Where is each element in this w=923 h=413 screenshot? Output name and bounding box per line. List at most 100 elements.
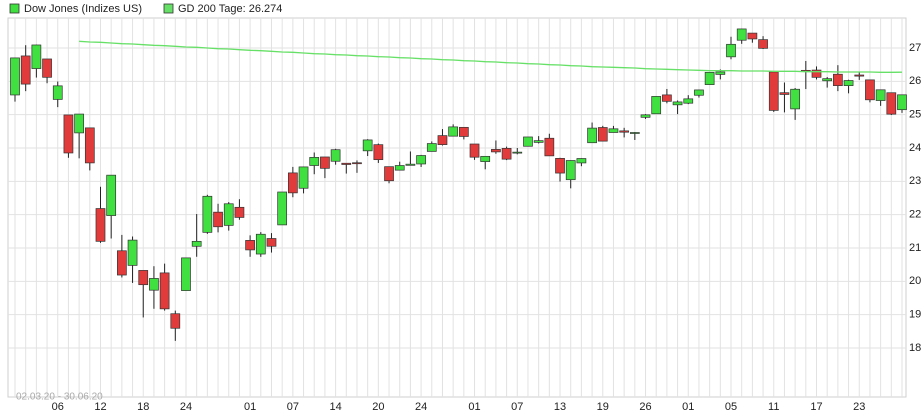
candle-body <box>608 128 619 133</box>
candle-body <box>726 43 736 58</box>
candle-body <box>159 272 170 310</box>
candle-body <box>10 57 20 96</box>
y-tick-label: 26 <box>909 75 921 87</box>
candle-body <box>426 143 437 152</box>
labels-layer: 18 19 20 21 22 23 24 25 26 27 06 12 18 24 01 07 14 20 24 01… <box>52 42 922 413</box>
candle-body <box>704 71 715 85</box>
candle-body <box>181 257 191 291</box>
candle-body <box>42 58 52 78</box>
candle-body <box>416 155 426 165</box>
candle-body <box>736 28 747 41</box>
candle-body <box>694 89 704 96</box>
x-tick-label: 18 <box>137 401 149 413</box>
candle-body <box>768 71 779 111</box>
x-tick-label: 13 <box>554 401 566 413</box>
candle-body <box>854 74 865 77</box>
candle-body <box>897 94 907 111</box>
average-line <box>79 40 903 73</box>
legend-swatch <box>163 3 174 14</box>
candle-body <box>672 101 683 106</box>
candle-body <box>683 98 694 104</box>
candle-body <box>533 140 544 143</box>
candle-body <box>74 113 84 134</box>
candle-body <box>117 250 127 276</box>
candle-body <box>576 158 587 164</box>
x-tick-label: 01 <box>468 401 480 413</box>
candle-body <box>84 127 95 164</box>
candle-body <box>63 114 74 154</box>
candle-body <box>544 137 555 157</box>
candle-body <box>480 155 491 162</box>
candle-body <box>341 162 352 165</box>
candle-body <box>597 127 608 142</box>
x-tick-label: 14 <box>329 401 341 413</box>
y-tick-label: 25 <box>909 109 921 121</box>
candle-body <box>245 240 255 251</box>
y-tick-label: 18 <box>909 342 921 354</box>
candle-body <box>747 32 758 40</box>
candle-body <box>790 88 800 110</box>
candle-body <box>362 139 373 152</box>
candle-body <box>234 206 245 218</box>
candle-body <box>651 96 662 115</box>
candle-body <box>127 239 138 266</box>
candle-body <box>501 147 512 160</box>
candle-body <box>266 238 277 247</box>
x-tick-label: 06 <box>52 401 64 413</box>
candle-body <box>512 151 523 154</box>
date-range: 02.03.20 - 30.06.20 <box>16 392 103 403</box>
candle-body <box>629 132 640 134</box>
x-tick-label: 19 <box>597 401 609 413</box>
candle-body <box>833 73 843 86</box>
candle-body <box>491 149 501 153</box>
x-tick-label: 24 <box>180 401 192 413</box>
legend-label: Dow Jones (Indizes US) <box>24 3 142 15</box>
x-tick-label: 01 <box>682 401 694 413</box>
candle-body <box>779 92 790 95</box>
legend-label: GD 200 Tage: 26.274 <box>178 3 282 15</box>
legend-swatch <box>9 3 20 14</box>
candle-body <box>31 44 42 69</box>
x-tick-label: 23 <box>853 401 865 413</box>
candle-body <box>106 174 117 216</box>
candle-body <box>170 313 181 329</box>
candle-body <box>405 163 416 166</box>
candle-body <box>523 136 533 147</box>
candle-body <box>555 158 565 174</box>
candle-body <box>865 79 875 101</box>
candle-body <box>715 71 726 75</box>
candle-body <box>640 114 651 118</box>
candle-body <box>20 55 31 85</box>
candle-body <box>309 157 320 166</box>
y-tick-label: 22 <box>909 209 921 221</box>
y-tick-label: 23 <box>909 175 921 187</box>
candle-body <box>822 78 833 82</box>
candle-body <box>619 130 629 133</box>
candle-body <box>811 69 822 78</box>
candle-body <box>191 240 202 247</box>
candle-body <box>875 89 886 101</box>
candle-body <box>587 127 597 144</box>
candle-body <box>662 94 672 102</box>
candle-body <box>373 144 384 161</box>
x-tick-label: 01 <box>244 401 256 413</box>
y-tick-label: 24 <box>909 142 921 154</box>
x-tick-label: 07 <box>511 401 523 413</box>
candle-body <box>255 233 266 255</box>
x-tick-label: 07 <box>287 401 299 413</box>
x-tick-label: 20 <box>372 401 384 413</box>
candle-body <box>352 162 362 165</box>
candle-body <box>202 195 213 233</box>
y-tick-label: 21 <box>909 242 921 254</box>
candle-body <box>213 211 223 228</box>
y-tick-label: 19 <box>909 309 921 321</box>
candle-body <box>886 92 897 115</box>
candle-body <box>469 143 480 158</box>
y-tick-label: 20 <box>909 275 921 287</box>
candle-body <box>843 80 854 86</box>
candle-body <box>277 191 288 226</box>
candle-body <box>298 166 309 189</box>
x-tick-label: 11 <box>768 401 779 413</box>
